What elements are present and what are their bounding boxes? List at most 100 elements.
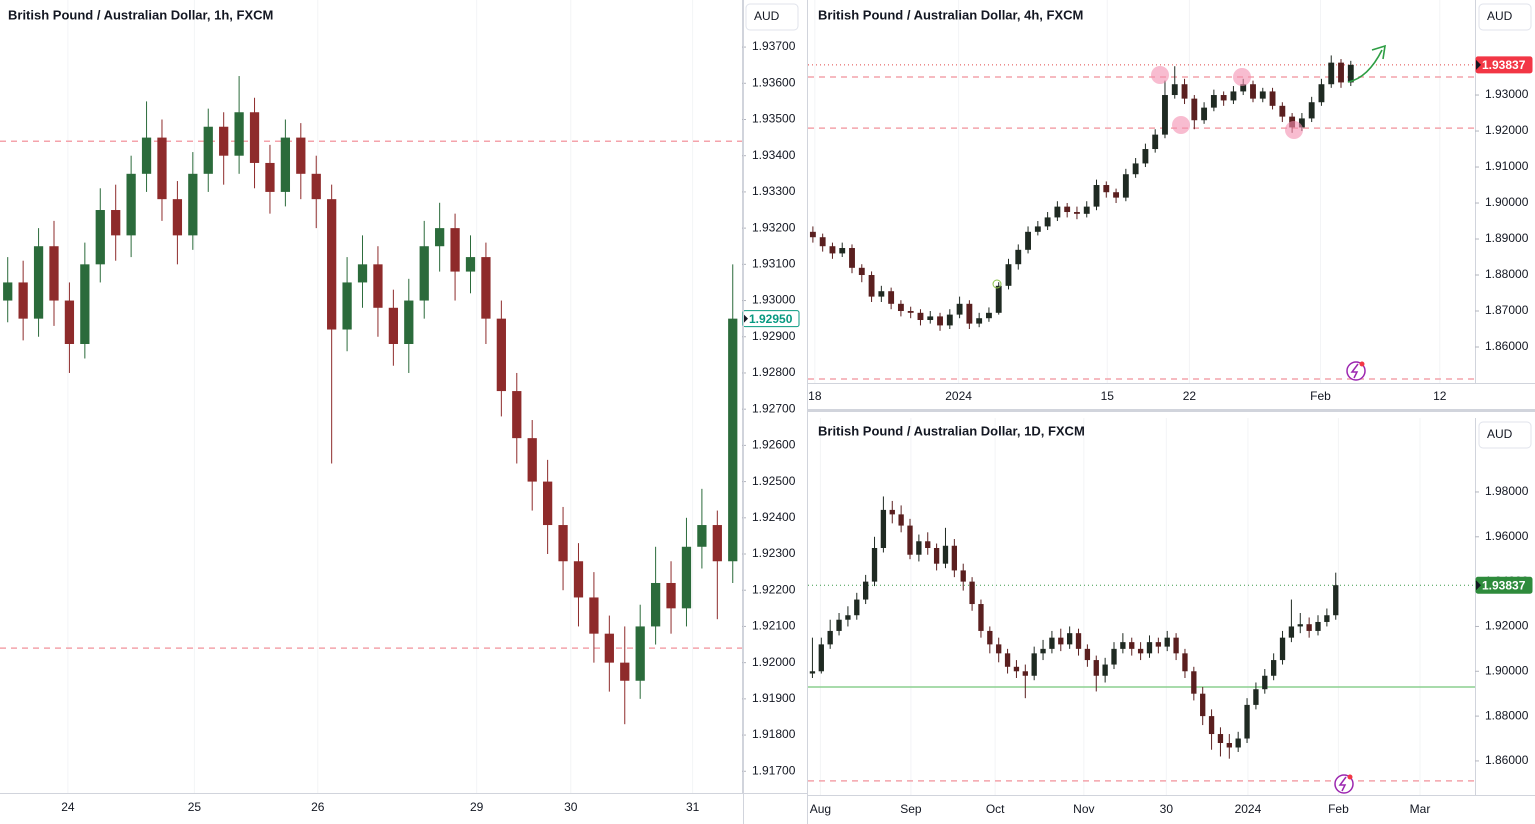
candle-body	[1226, 743, 1232, 748]
y-tick-label: 1.91800	[752, 727, 796, 741]
y-tick-label: 1.92700	[752, 401, 796, 415]
candle-body	[966, 303, 973, 324]
candle-body	[1259, 91, 1266, 99]
y-tick-label: 1.92200	[752, 582, 796, 596]
y-tick-label: 1.92300	[752, 546, 796, 560]
candle-body	[1093, 185, 1100, 207]
y-tick-label: 1.91900	[752, 691, 796, 705]
candle-body	[987, 630, 993, 645]
candle-body	[49, 246, 59, 301]
event-icon[interactable]	[1346, 361, 1366, 381]
candle-body	[80, 264, 90, 344]
candle-body	[1288, 626, 1295, 638]
candle-body	[573, 561, 584, 598]
candle-body	[604, 633, 614, 663]
candle-body	[897, 303, 904, 312]
candle-body	[481, 257, 491, 319]
y-tick-label: 1.93600	[752, 75, 796, 89]
x-tick-label: 30	[1160, 802, 1174, 816]
x-tick-label: 31	[686, 800, 700, 814]
candle-body	[1347, 64, 1354, 83]
candle-body	[419, 246, 429, 301]
price-pointer	[1476, 580, 1481, 591]
candle-body	[1132, 163, 1139, 175]
event-icon[interactable]	[1334, 774, 1354, 794]
x-tick-label: 12	[1433, 389, 1447, 403]
candle-body	[1054, 206, 1061, 218]
candle-body	[296, 137, 306, 174]
candle-body	[1013, 666, 1020, 672]
candle-body	[64, 300, 75, 344]
candle-body	[888, 291, 895, 304]
last-price-label: 1.93837	[1482, 58, 1526, 72]
candle-body	[1074, 212, 1080, 214]
candle-body	[1333, 585, 1339, 616]
candle-body	[219, 126, 229, 156]
candle-body	[697, 525, 707, 547]
candle-body	[342, 282, 352, 330]
candle-body	[819, 237, 826, 247]
y-tick-label: 1.93000	[1485, 87, 1529, 101]
candle-body	[1064, 206, 1071, 213]
y-tick-label: 1.93000	[752, 293, 796, 307]
candle-body	[1031, 653, 1037, 676]
candle-body	[188, 173, 198, 236]
candle-body	[1220, 95, 1227, 101]
candle-body	[1129, 642, 1135, 649]
y-tick-label: 1.92100	[752, 619, 796, 633]
currency-label: AUD	[754, 9, 780, 23]
candle-body	[1182, 653, 1188, 672]
candle-body	[839, 248, 846, 254]
candle-body	[1058, 637, 1064, 645]
candle-body	[1235, 738, 1241, 748]
candle-body	[880, 509, 887, 548]
candle-body	[1025, 231, 1031, 250]
candle-body	[1262, 675, 1268, 690]
x-tick-label: Mar	[1410, 802, 1431, 816]
candle-body	[1049, 637, 1055, 649]
candle-body	[809, 671, 816, 674]
candle-body	[249, 112, 260, 163]
y-tick-label: 1.98000	[1485, 484, 1529, 498]
candle-body	[1308, 102, 1315, 119]
candle-body	[1217, 734, 1224, 743]
price-pointer	[743, 313, 748, 324]
candle-body	[1269, 91, 1276, 106]
candle-body	[1044, 217, 1051, 227]
candle-body	[996, 644, 1002, 654]
candle-body	[404, 300, 414, 344]
candle-body	[357, 264, 368, 283]
candle-body	[937, 316, 943, 326]
candle-body	[234, 112, 244, 156]
candle-body	[496, 318, 506, 392]
candle-body	[845, 615, 851, 620]
y-tick-label: 1.86000	[1485, 339, 1529, 353]
y-tick-label: 1.93300	[752, 184, 796, 198]
candle-body	[1270, 660, 1277, 676]
candle-body	[849, 248, 855, 268]
candle-body	[1146, 642, 1153, 654]
candle-body	[1298, 118, 1305, 128]
currency-label: AUD	[1487, 9, 1513, 23]
candle-body	[172, 199, 183, 236]
y-tick-label: 1.92600	[752, 438, 796, 452]
candle-body	[280, 137, 291, 192]
y-tick-label: 1.93500	[752, 112, 796, 126]
candle-body	[203, 126, 213, 174]
candle-body	[1181, 84, 1188, 99]
x-tick-label: Nov	[1073, 802, 1094, 816]
plot-area	[0, 76, 742, 725]
candle-body	[95, 210, 105, 265]
data-layer	[0, 55, 1475, 782]
candle-body	[907, 311, 914, 313]
candle-body	[1324, 615, 1330, 622]
candle-body	[927, 316, 934, 321]
last-price-label: 1.93837	[1482, 578, 1526, 592]
y-tick-label: 1.92000	[752, 655, 796, 669]
candle-body	[907, 525, 913, 555]
candle-body	[1093, 660, 1099, 676]
candle-body	[1306, 624, 1312, 631]
candle-body	[1152, 134, 1159, 150]
arrow-drawing	[1347, 49, 1383, 83]
candle-body	[946, 314, 953, 326]
